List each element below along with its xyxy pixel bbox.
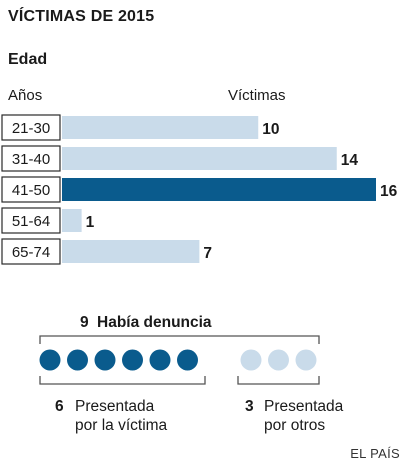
others-count: 3 [245,398,254,415]
age-label-box [1,207,61,234]
bar-value-label: 10 [262,121,279,138]
victims-column-header: Víctimas [228,87,286,104]
victim-dot [67,349,88,371]
age-column-header: Años [8,87,43,104]
victim-dot [39,349,61,371]
others-dot [240,349,262,371]
top-bracket [39,335,320,344]
others-label-line1: Presentada [264,398,344,415]
denuncia-dots [39,349,317,371]
victim-dot [149,349,171,371]
chart-title: VÍCTIMAS DE 2015 [8,8,155,25]
others-dot [295,349,317,371]
age-label-box [1,176,61,203]
victims-bar [62,178,376,201]
age-label-box [1,238,61,265]
age-tick-label: 51-64 [12,213,50,230]
age-tick-label: 31-40 [12,151,50,168]
victim-dot [94,349,116,371]
victim-dot [177,349,198,371]
victims-bar [62,240,200,263]
others-label-line2: por otros [264,417,325,434]
denuncia-total-count: 9 [80,314,89,331]
age-label-box [1,114,61,141]
victim-label-line1: Presentada [75,398,155,415]
denuncia-infographic: 9 Había denuncia 6 Presentada por la víc… [39,314,344,434]
age-tick-label: 65-74 [12,244,50,261]
victim-label-line2: por la víctima [75,417,168,434]
bar-value-label: 7 [203,245,212,262]
bar-chart: 21-30 10 31-40 14 41-50 16 51-64 1 65-74 7 [1,114,398,265]
victim-dot [122,349,143,371]
source-credit: EL PAÍS [350,446,400,461]
victims-bar [62,147,337,170]
age-tick-label: 21-30 [12,120,50,137]
chart-subtitle: Edad [8,51,48,68]
victim-bracket [39,376,206,385]
victims-bar [62,116,259,139]
victim-count: 6 [55,398,64,415]
others-dot [268,349,289,371]
age-tick-label: 41-50 [12,182,50,199]
bar-value-label: 16 [380,183,398,200]
victims-bar [62,209,82,232]
denuncia-total-label: Había denuncia [97,314,212,331]
age-label-box [1,145,61,172]
bar-value-label: 14 [341,152,359,169]
bar-value-label: 1 [86,214,95,231]
others-bracket [237,376,320,385]
